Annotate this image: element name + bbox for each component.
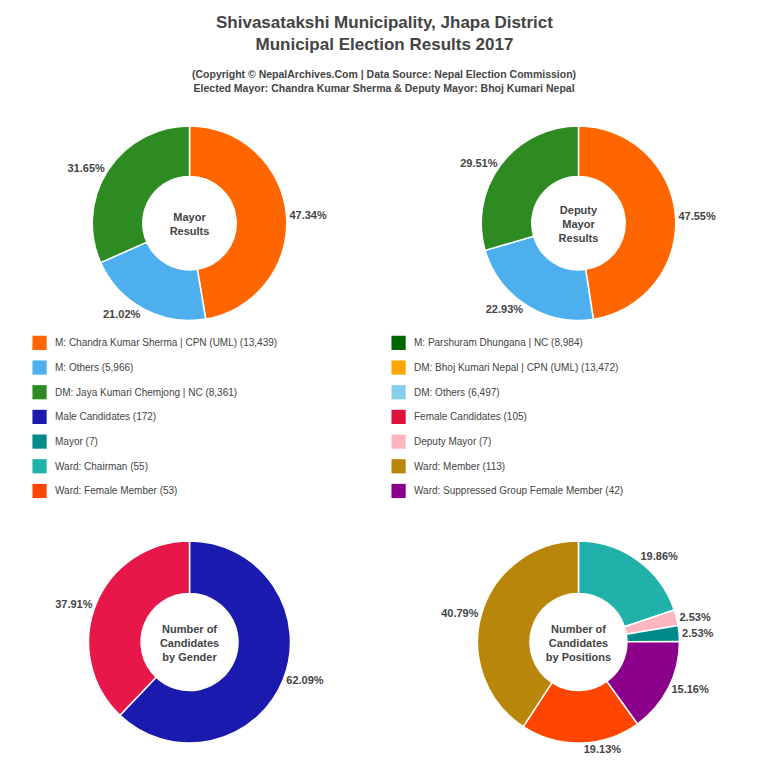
- svg-text:47.55%: 47.55%: [678, 210, 716, 222]
- svg-text:31.65%: 31.65%: [67, 162, 105, 174]
- svg-text:M: Chandra Kumar Sherma | CPN: M: Chandra Kumar Sherma | CPN (UML) (13,…: [55, 337, 277, 348]
- svg-text:21.02%: 21.02%: [103, 308, 141, 320]
- svg-text:Shivasatakshi Municipality, Jh: Shivasatakshi Municipality, Jhapa Distri…: [216, 13, 553, 54]
- svg-text:Number ofCandidatesby Gender: Number ofCandidatesby Gender: [160, 623, 219, 664]
- svg-text:M: Others (5,966): M: Others (5,966): [55, 362, 133, 373]
- svg-text:Ward: Female Member (53): Ward: Female Member (53): [55, 485, 177, 496]
- svg-text:22.93%: 22.93%: [486, 303, 524, 315]
- svg-text:29.51%: 29.51%: [460, 157, 498, 169]
- svg-text:M: Parshuram Dhungana | NC (8,: M: Parshuram Dhungana | NC (8,984): [414, 337, 583, 348]
- svg-text:2.53%: 2.53%: [679, 611, 710, 623]
- svg-text:Ward: Member (113): Ward: Member (113): [414, 461, 505, 472]
- svg-text:Ward: Chairman (55): Ward: Chairman (55): [55, 461, 148, 472]
- svg-text:Mayor (7): Mayor (7): [55, 436, 98, 447]
- svg-text:DM: Others (6,497): DM: Others (6,497): [414, 387, 500, 398]
- svg-text:DeputyMayorResults: DeputyMayorResults: [559, 204, 599, 245]
- svg-text:47.34%: 47.34%: [289, 209, 327, 221]
- svg-text:62.09%: 62.09%: [286, 674, 324, 686]
- svg-text:37.91%: 37.91%: [55, 598, 93, 610]
- svg-text:MayorResults: MayorResults: [170, 211, 210, 237]
- svg-text:2.53%: 2.53%: [682, 627, 713, 639]
- svg-text:Deputy Mayor (7): Deputy Mayor (7): [414, 436, 491, 447]
- svg-text:Female Candidates (105): Female Candidates (105): [414, 411, 527, 422]
- svg-text:40.79%: 40.79%: [441, 607, 479, 619]
- svg-text:DM: Bhoj Kumari Nepal | CPN (U: DM: Bhoj Kumari Nepal | CPN (UML) (13,47…: [414, 362, 618, 373]
- svg-text:Number ofCandidatesby Position: Number ofCandidatesby Positions: [546, 623, 611, 664]
- svg-text:DM: Jaya Kumari Chemjong | NC: DM: Jaya Kumari Chemjong | NC (8,361): [55, 387, 237, 398]
- svg-text:19.13%: 19.13%: [584, 743, 622, 755]
- svg-text:Ward: Suppressed Group Female: Ward: Suppressed Group Female Member (42…: [414, 485, 623, 496]
- svg-text:(Copyright © NepalArchives.Com: (Copyright © NepalArchives.Com | Data So…: [192, 68, 576, 94]
- svg-text:15.16%: 15.16%: [671, 683, 709, 695]
- svg-text:19.86%: 19.86%: [640, 550, 678, 562]
- svg-text:Male Candidates (172): Male Candidates (172): [55, 411, 156, 422]
